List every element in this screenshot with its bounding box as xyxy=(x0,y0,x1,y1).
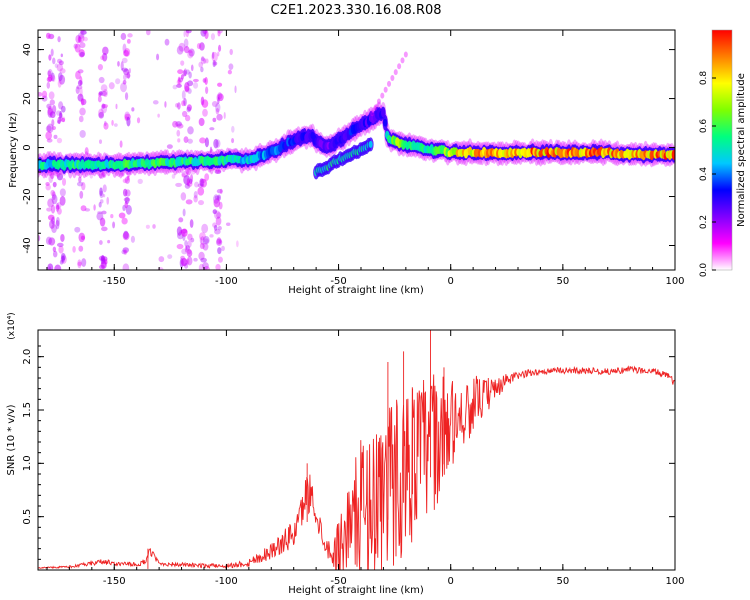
snr-frame xyxy=(37,329,676,571)
snr-line xyxy=(38,365,675,570)
y-tick-label: 2.0 xyxy=(22,349,33,365)
y-tick-label: 1.5 xyxy=(22,402,33,418)
colorbar-tick-label: 0.6 xyxy=(699,119,709,134)
y-tick-label: 20 xyxy=(22,92,33,105)
y-tick-label: 0.5 xyxy=(22,509,33,525)
faint-streak xyxy=(118,32,132,270)
ridge xyxy=(38,101,675,179)
x-tick-label: 0 xyxy=(448,576,454,587)
snr-ticks: -150 -100 -50 0 50 100 0.5 1.0 1.5 2.0 xyxy=(22,330,685,587)
y-tick-label: 0 xyxy=(22,144,33,150)
snr-plot-area xyxy=(38,330,675,570)
faint-streak xyxy=(54,36,67,270)
colorbar: 0.0 0.2 0.4 0.6 0.8 Normalized spectral ampl… xyxy=(699,29,747,278)
faint-streak xyxy=(96,46,109,270)
x-tick-label: 100 xyxy=(665,576,684,587)
spectrogram-heatmap xyxy=(38,30,675,270)
colorbar-bar xyxy=(712,30,732,270)
colorbar-frame xyxy=(711,29,733,271)
snr-xlabel: Height of straight line (km) xyxy=(288,585,424,596)
colorbar-tick-label: 0.4 xyxy=(699,167,709,182)
faint-streak xyxy=(175,42,188,268)
colorbar-tick-label: 0.8 xyxy=(699,71,709,86)
snr-ylabel: SNR (10 * v/v) xyxy=(6,404,17,475)
x-tick-label: -100 xyxy=(215,276,238,287)
x-tick-label: 100 xyxy=(665,276,684,287)
colorbar-label: Normalized spectral amplitude xyxy=(736,73,747,227)
y-tick-label: 1.0 xyxy=(22,455,33,471)
colorbar-tick-label: 0.0 xyxy=(699,263,709,278)
spectrogram-panel: -150 -100 -50 0 50 100 -40 -20 0 20 40 Height of s… xyxy=(8,29,685,296)
spectrogram-ylabel: Frequency (Hz) xyxy=(8,112,19,188)
x-tick-label: -50 xyxy=(330,576,346,587)
faint-streak xyxy=(211,30,224,270)
y-tick-label: -20 xyxy=(22,188,33,204)
spectrogram-frame xyxy=(37,29,676,271)
secondary-branch xyxy=(313,137,374,180)
faint-streak xyxy=(74,30,88,269)
x-tick-label: 0 xyxy=(448,276,454,287)
faint-streak xyxy=(183,30,195,269)
colorbar-tick-label: 0.2 xyxy=(699,215,709,229)
x-tick-label: -150 xyxy=(103,276,126,287)
x-tick-label: -100 xyxy=(215,576,238,587)
x-tick-label: 50 xyxy=(556,276,569,287)
x-tick-label: -50 xyxy=(330,276,346,287)
spectrogram-xlabel: Height of straight line (km) xyxy=(288,285,424,296)
faint-streak xyxy=(197,30,210,270)
rising-tail xyxy=(370,51,408,117)
y-tick-label: -40 xyxy=(22,237,33,253)
y-tick-label: 40 xyxy=(22,43,33,56)
ridge-core xyxy=(38,108,675,171)
snr-panel: -150 -100 -50 0 50 100 0.5 1.0 1.5 2.0 Height of … xyxy=(6,312,685,596)
colorbar-ticks: 0.0 0.2 0.4 0.6 0.8 xyxy=(699,71,716,278)
faint-streak xyxy=(45,32,58,270)
x-tick-label: -150 xyxy=(103,576,126,587)
scatter-speckle xyxy=(38,30,239,270)
snr-multiplier: (x10⁴) xyxy=(7,312,17,339)
figure-title: C2E1.2023.330.16.08.R08 xyxy=(270,3,441,18)
spectrogram-ticks: -150 -100 -50 0 50 100 -40 -20 0 20 40 xyxy=(22,30,685,287)
x-tick-label: 50 xyxy=(556,576,569,587)
